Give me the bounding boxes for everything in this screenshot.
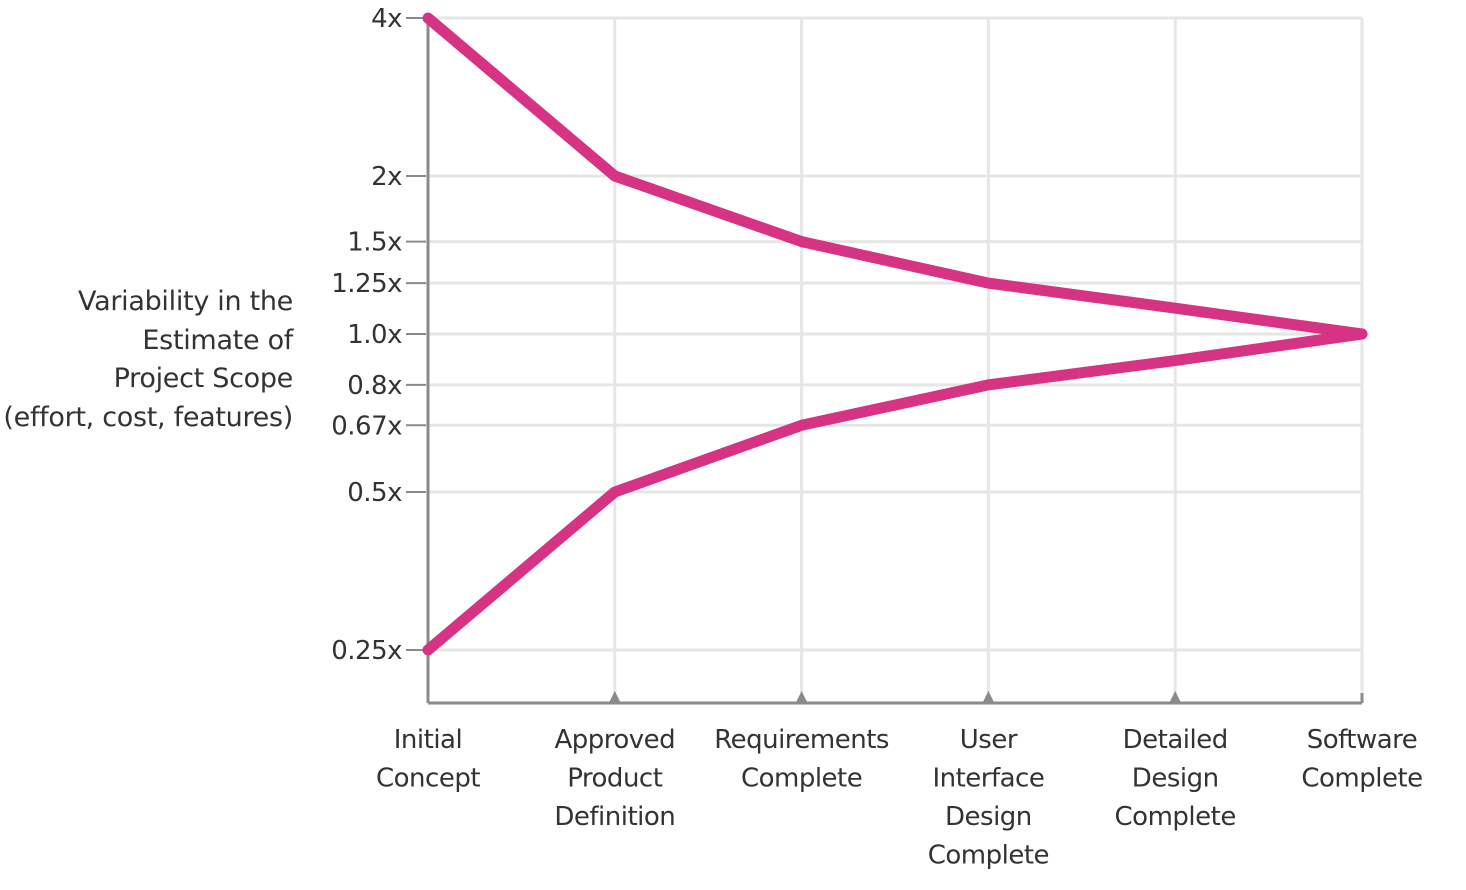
- y-tick-label: 1.25x: [331, 269, 402, 299]
- y-tick-label: 0.67x: [331, 411, 402, 441]
- y-tick-label: 2x: [371, 162, 402, 192]
- x-tick-label: User Interface Design Complete: [928, 725, 1049, 871]
- x-tick-mark: [608, 691, 621, 703]
- y-axis-label: Variability in the Estimate of Project S…: [0, 283, 293, 437]
- y-axis-label-line: Variability in the: [78, 286, 293, 317]
- lower-bound-line: [422, 328, 1368, 656]
- x-tick-label: Detailed Design Complete: [1115, 725, 1236, 832]
- x-tick-label-line: Product: [567, 764, 663, 794]
- x-tick-mark: [795, 691, 808, 703]
- x-tick-label: Approved Product Definition: [554, 725, 675, 832]
- x-tick-mark: [982, 691, 995, 703]
- x-tick-label-line: Complete: [741, 764, 862, 794]
- y-tick-label: 1.5x: [347, 228, 402, 258]
- y-axis-label-line: (effort, cost, features): [3, 401, 293, 433]
- upper-bound-line: [422, 12, 1368, 340]
- y-tick-label: 0.8x: [347, 371, 402, 401]
- y-axis-ticks: 4x 2x 1.5x 1.25x 1.0x 0.8x 0.67x 0.5x 0.25x: [331, 4, 426, 666]
- axes: [426, 18, 1362, 705]
- x-axis-ticks: Initial Concept Approved Product Definition R…: [376, 691, 1423, 871]
- series-lines: [422, 12, 1368, 656]
- x-tick-label-line: Approved: [554, 725, 675, 755]
- y-tick-label: 1.0x: [347, 320, 402, 350]
- y-tick-label: 4x: [371, 4, 402, 34]
- y-axis-label-line: Project Scope: [113, 363, 294, 394]
- x-tick-label-line: Complete: [1301, 764, 1422, 794]
- x-tick-label-line: Interface: [932, 764, 1044, 794]
- x-tick-label-line: Design: [945, 802, 1032, 832]
- grid: [428, 16, 1364, 703]
- x-tick-label: Software Complete: [1301, 725, 1422, 794]
- x-tick-label-line: Concept: [376, 764, 480, 794]
- x-tick-label-line: Software: [1307, 725, 1418, 755]
- x-tick-label-line: Complete: [928, 841, 1049, 871]
- x-tick-label-line: Definition: [554, 802, 675, 832]
- x-tick-label-line: User: [960, 725, 1018, 755]
- x-tick-label: Initial Concept: [376, 725, 480, 794]
- y-tick-label: 0.25x: [331, 636, 402, 666]
- x-tick-mark: [1169, 691, 1182, 703]
- y-tick-label: 0.5x: [347, 478, 402, 508]
- x-tick-label-line: Requirements: [714, 725, 889, 755]
- x-tick-label-line: Initial: [394, 725, 462, 755]
- x-tick-label-line: Design: [1132, 764, 1219, 794]
- x-tick-label-line: Detailed: [1123, 725, 1228, 755]
- y-axis-label-line: Estimate of: [142, 324, 293, 356]
- x-tick-label: Requirements Complete: [714, 725, 889, 794]
- x-tick-label-line: Complete: [1115, 802, 1236, 832]
